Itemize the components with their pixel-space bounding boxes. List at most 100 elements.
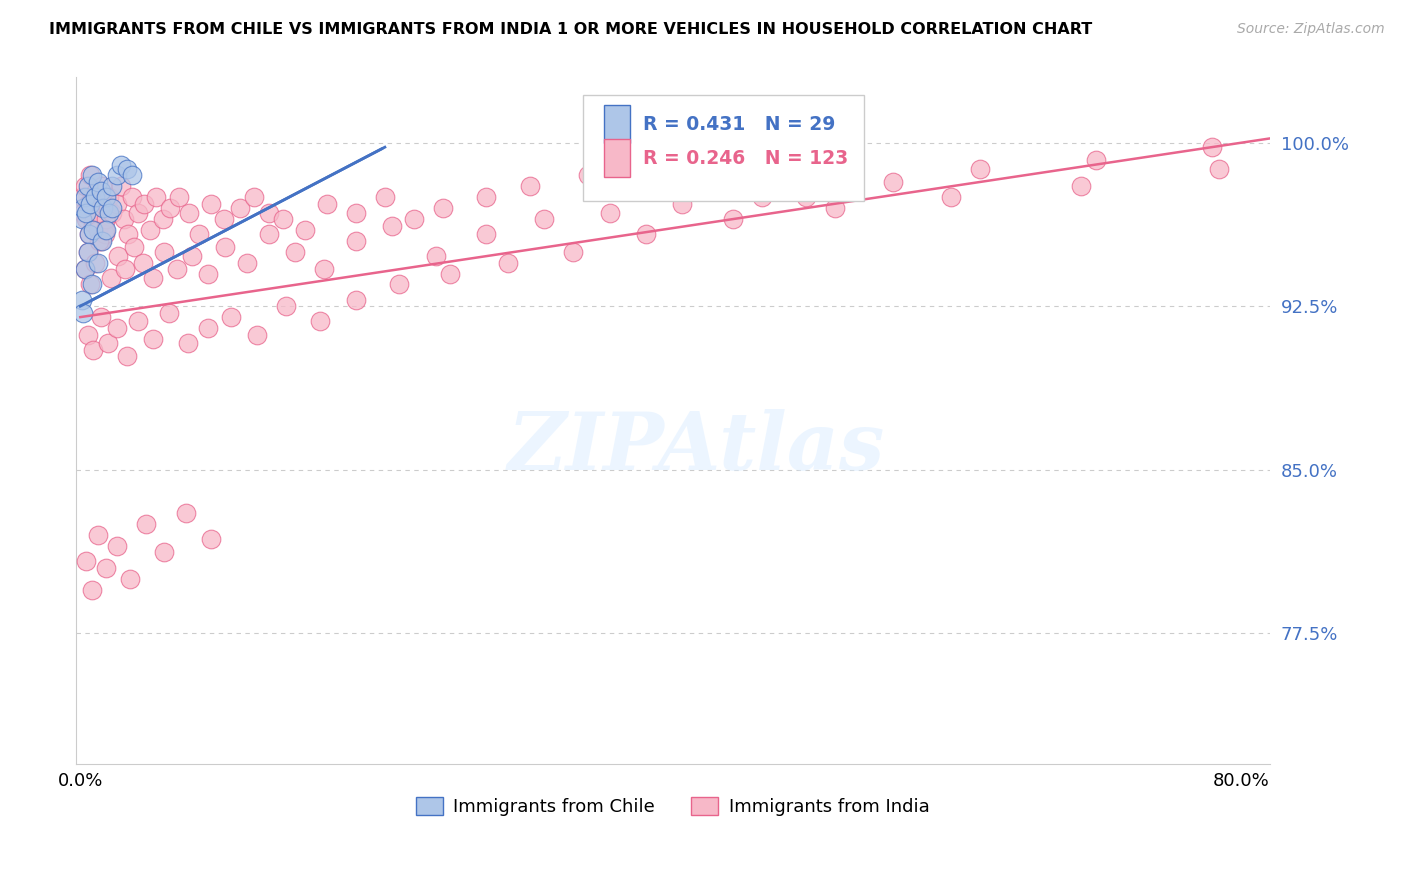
Point xyxy=(70,293,93,307)
Point xyxy=(219,310,242,325)
Point xyxy=(80,201,103,215)
Point xyxy=(76,179,98,194)
Point xyxy=(121,169,143,183)
Point xyxy=(939,190,962,204)
Point xyxy=(94,223,117,237)
Point xyxy=(284,244,307,259)
Point xyxy=(121,190,143,204)
Point xyxy=(115,161,138,176)
Point xyxy=(70,212,93,227)
Point xyxy=(80,169,103,183)
Point xyxy=(118,572,141,586)
Point xyxy=(86,528,108,542)
Point xyxy=(91,179,114,194)
Point xyxy=(243,190,266,204)
Point xyxy=(83,190,105,204)
Point xyxy=(83,255,105,269)
Point xyxy=(135,517,157,532)
Point xyxy=(139,223,162,237)
Point xyxy=(72,306,94,320)
Point xyxy=(145,190,167,204)
Point xyxy=(1208,161,1230,176)
Point xyxy=(70,190,93,204)
Text: ZIPAtlas: ZIPAtlas xyxy=(508,409,886,487)
Point xyxy=(115,349,138,363)
Text: R = 0.246   N = 123: R = 0.246 N = 123 xyxy=(643,149,848,168)
Point xyxy=(344,293,367,307)
Point xyxy=(707,169,730,183)
Point xyxy=(838,184,860,198)
Point xyxy=(229,201,252,215)
Point xyxy=(142,271,165,285)
Point xyxy=(76,244,98,259)
Point xyxy=(131,255,153,269)
Point xyxy=(82,223,104,237)
FancyBboxPatch shape xyxy=(583,95,863,201)
Point xyxy=(80,277,103,292)
Point xyxy=(91,234,114,248)
Point xyxy=(96,223,118,237)
Point xyxy=(72,201,94,215)
Point xyxy=(312,262,335,277)
Point xyxy=(83,190,105,204)
Point xyxy=(105,169,128,183)
Point xyxy=(76,196,98,211)
Point xyxy=(214,240,236,254)
Point xyxy=(98,190,121,204)
Point xyxy=(153,545,176,559)
Point xyxy=(97,336,120,351)
Point xyxy=(86,255,108,269)
Point xyxy=(96,190,118,204)
Point xyxy=(90,184,112,198)
Point xyxy=(402,212,425,227)
Point xyxy=(152,212,174,227)
Point xyxy=(276,299,298,313)
Point xyxy=(236,255,259,269)
Point xyxy=(84,184,107,198)
Point xyxy=(101,201,124,215)
Point xyxy=(824,201,846,215)
Point xyxy=(122,240,145,254)
Point xyxy=(77,227,100,242)
Point xyxy=(475,190,498,204)
Point xyxy=(127,205,149,219)
Point xyxy=(425,249,447,263)
Point xyxy=(73,179,96,194)
Point xyxy=(159,201,181,215)
Point xyxy=(181,249,204,263)
Point xyxy=(117,227,139,242)
Point xyxy=(671,196,693,211)
Point xyxy=(882,175,904,189)
Point xyxy=(90,234,112,248)
Point xyxy=(294,223,316,237)
Point xyxy=(188,227,211,242)
Point xyxy=(197,321,219,335)
Point xyxy=(112,212,135,227)
Point xyxy=(105,196,128,211)
Point xyxy=(634,184,657,198)
Point xyxy=(105,539,128,553)
Point xyxy=(93,196,115,211)
Point xyxy=(97,201,120,215)
Point xyxy=(315,196,337,211)
Point xyxy=(273,212,295,227)
Point xyxy=(153,244,176,259)
Point xyxy=(1201,140,1223,154)
Point xyxy=(257,205,280,219)
Point xyxy=(87,205,110,219)
Point xyxy=(200,533,222,547)
Point xyxy=(75,205,97,219)
Point xyxy=(110,179,132,194)
Point xyxy=(107,249,129,263)
Text: Source: ZipAtlas.com: Source: ZipAtlas.com xyxy=(1237,22,1385,37)
Point xyxy=(82,216,104,230)
Point xyxy=(496,255,519,269)
Point xyxy=(721,212,744,227)
Point xyxy=(533,212,555,227)
Point xyxy=(751,190,773,204)
Point xyxy=(1084,153,1107,168)
Point xyxy=(96,212,118,227)
Text: R = 0.431   N = 29: R = 0.431 N = 29 xyxy=(643,114,835,134)
Point xyxy=(388,277,411,292)
Point xyxy=(200,196,222,211)
